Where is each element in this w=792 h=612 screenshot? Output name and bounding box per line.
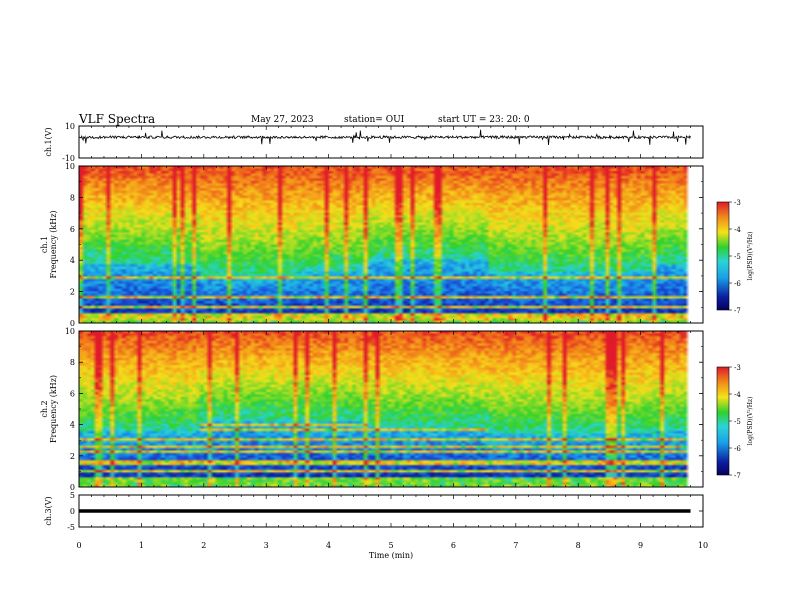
y-tick-label: 10: [65, 162, 75, 171]
y-tick-label: 4: [70, 256, 75, 265]
ch2-spectrogram-ylabel: ch.2: [40, 400, 49, 417]
header-station: station= OUI: [344, 115, 405, 125]
ch1-colorbar-label: log(PSD)(V²/Hz): [747, 232, 754, 281]
x-tick-label: 6: [451, 541, 456, 550]
ch1-spectrogram-ylabel: Frequency (kHz): [49, 210, 58, 278]
ch2-spectrogram-image: [79, 331, 703, 487]
x-tick-label: 3: [264, 541, 269, 550]
chart-title: VLF Spectra: [79, 112, 156, 126]
ch1-waveform-frame: [78, 125, 704, 159]
x-tick-label: 2: [201, 541, 206, 550]
y-tick-label: 4: [70, 421, 75, 430]
y-tick-label: 8: [70, 193, 75, 202]
x-tick-label: 8: [576, 541, 581, 550]
x-tick-label: 10: [698, 541, 708, 550]
y-tick-label: -5: [67, 523, 75, 532]
y-tick-label: 8: [70, 358, 75, 367]
y-tick-label: 2: [70, 288, 75, 297]
header-date: May 27, 2023: [251, 115, 314, 125]
ch2-spectrogram-ylabel: Frequency (kHz): [49, 375, 58, 443]
y-tick-label: 0: [70, 483, 75, 492]
colorbar-tick-label: -3: [734, 364, 741, 372]
ch2-colorbar: [717, 367, 729, 475]
y-tick-label: 5: [70, 491, 75, 500]
colorbar-tick-label: -6: [734, 445, 741, 453]
x-tick-label: 7: [513, 541, 518, 550]
colorbar-tick-label: -3: [734, 199, 741, 207]
colorbar-tick-label: -4: [734, 391, 741, 399]
x-tick-label: 1: [139, 541, 144, 550]
colorbar-tick-label: -7: [734, 307, 741, 315]
y-tick-label: 0: [70, 319, 75, 328]
y-tick-label: 0: [70, 507, 75, 516]
y-tick-label: 2: [70, 452, 75, 461]
ch1-waveform-trace: [78, 129, 691, 146]
x-tick-label: 5: [388, 541, 393, 550]
x-tick-label: 0: [76, 541, 81, 550]
y-tick-label: -10: [62, 154, 75, 163]
x-tick-label: 4: [326, 541, 331, 550]
colorbar-tick-label: -5: [734, 253, 741, 261]
ch1-spectrogram-image: [79, 166, 703, 323]
y-tick-label: 6: [70, 225, 75, 234]
ch1-waveform-ylabel: ch.1(V): [44, 127, 53, 156]
y-tick-label: 10: [65, 122, 75, 131]
x-axis-label: Time (min): [369, 551, 413, 560]
ch1-spectrogram-ylabel: ch.1: [40, 236, 49, 253]
x-tick-label: 9: [638, 541, 643, 550]
y-tick-label: 10: [65, 327, 75, 336]
colorbar-tick-label: -7: [734, 472, 741, 480]
ch3-waveform-ylabel: ch.3(V): [44, 496, 53, 525]
header-start-time: start UT = 23: 20: 0: [438, 115, 530, 125]
colorbar-tick-label: -6: [734, 280, 741, 288]
ch1-colorbar: [717, 202, 729, 310]
colorbar-tick-label: -5: [734, 418, 741, 426]
ch2-colorbar-label: log(PSD)(V²/Hz): [747, 397, 754, 446]
colorbar-tick-label: -4: [734, 226, 741, 234]
y-tick-label: 6: [70, 389, 75, 398]
